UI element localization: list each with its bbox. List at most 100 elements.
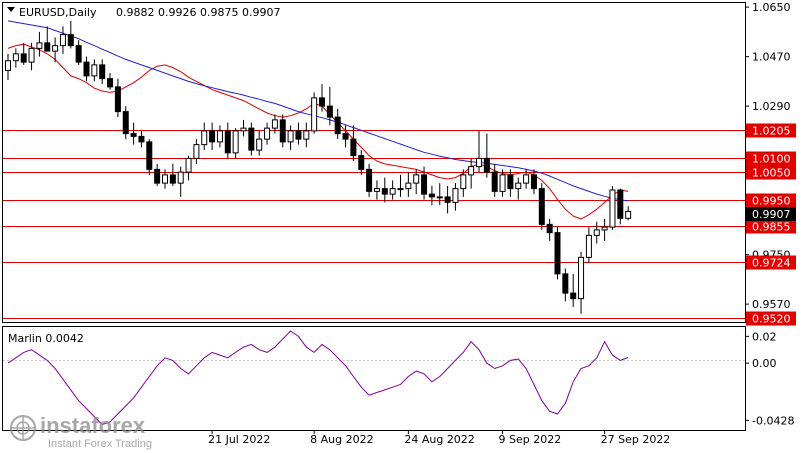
candle-body <box>201 130 208 146</box>
candle <box>342 125 349 148</box>
candle <box>146 139 153 175</box>
level-label-box <box>746 165 796 180</box>
candle <box>491 163 498 197</box>
candle <box>36 31 43 57</box>
candle-body <box>185 157 192 173</box>
candle-body <box>546 223 553 234</box>
candle-body <box>279 119 286 143</box>
candle-body <box>28 47 35 63</box>
candle <box>303 122 310 148</box>
candle-body <box>99 64 106 80</box>
candle-body <box>52 45 59 52</box>
candle-body <box>67 34 74 47</box>
level-label: 1.0050 <box>752 167 791 180</box>
time-tick-label: 8 Aug 2022 <box>310 433 373 446</box>
level-label-box <box>746 255 796 270</box>
candle <box>52 37 59 63</box>
candle-body <box>389 188 396 195</box>
candle <box>499 169 506 197</box>
candle-body <box>107 78 114 88</box>
level-label: 0.9855 <box>752 221 791 234</box>
indicator-label: Marlin 0.0042 <box>8 332 84 345</box>
candle-body <box>177 171 184 184</box>
candle <box>99 59 106 85</box>
level-label-box <box>746 219 796 234</box>
candle-body <box>5 60 11 71</box>
candle-body <box>523 174 530 184</box>
candle-body <box>75 45 82 63</box>
candle-body <box>570 292 577 300</box>
candle <box>44 26 51 52</box>
candle <box>389 180 396 200</box>
candle-body <box>12 53 19 62</box>
candle-body <box>91 64 98 77</box>
level-label-box <box>746 311 796 326</box>
candle-body <box>381 188 388 195</box>
candle <box>130 122 137 145</box>
candle-body <box>216 130 223 143</box>
candle-body <box>468 166 475 176</box>
candle <box>483 133 490 178</box>
last-price-label: 0.9907 <box>752 208 791 221</box>
candle-body <box>114 86 121 113</box>
candle <box>350 125 357 162</box>
candle <box>397 174 404 197</box>
candle <box>436 183 443 206</box>
candle <box>625 206 632 221</box>
candle-body <box>421 174 428 195</box>
candle-body <box>366 168 373 192</box>
candle <box>279 114 286 148</box>
time-tick-label: 21 Jul 2022 <box>208 433 270 446</box>
candle <box>114 78 121 118</box>
candle <box>570 273 577 307</box>
red-moving-average-line <box>7 43 629 220</box>
candle <box>248 122 255 156</box>
candle-body <box>295 130 302 140</box>
candle <box>507 169 514 197</box>
candle <box>609 186 616 230</box>
time-tick-label: 24 Aug 2022 <box>404 433 474 446</box>
candle <box>319 84 325 112</box>
candle-body <box>264 127 271 140</box>
candle <box>578 251 585 314</box>
candle-body <box>162 174 168 184</box>
candle-body <box>256 138 263 151</box>
marlin-indicator-line <box>7 330 629 426</box>
candle <box>232 128 239 159</box>
candle <box>311 92 318 134</box>
candle <box>162 169 168 189</box>
candle-body <box>122 111 129 135</box>
candle <box>193 139 200 164</box>
candle-body <box>515 182 522 190</box>
candle <box>601 218 608 241</box>
candle-body <box>428 193 435 198</box>
candle <box>546 218 553 241</box>
indicator-tick-label: 0.02 <box>752 330 777 343</box>
candle-body <box>373 188 380 192</box>
candle <box>366 163 373 197</box>
candle <box>59 26 66 54</box>
candle-body <box>405 182 412 190</box>
watermark-tagline: Instant Forex Trading <box>48 438 152 450</box>
candle <box>538 183 545 230</box>
candle-body <box>44 42 51 52</box>
candle-body <box>59 34 66 47</box>
candle <box>468 158 475 189</box>
candle-body <box>444 196 451 203</box>
candle-body <box>342 133 349 140</box>
ohlc-readout: 0.9882 0.9926 0.9875 0.9907 <box>116 6 280 19</box>
candle <box>5 53 11 80</box>
candle <box>562 268 569 302</box>
candle <box>428 185 435 206</box>
price-tick-label: 1.0290 <box>752 100 791 113</box>
candle <box>421 166 428 200</box>
instaforex-logo: instaforex Instant Forex Trading <box>10 413 152 450</box>
candle-body <box>20 53 27 63</box>
candle-body <box>413 174 420 184</box>
candle-body <box>130 133 137 137</box>
level-label-box <box>746 151 796 166</box>
dropdown-triangle-icon[interactable] <box>7 7 15 12</box>
candlestick-series <box>5 20 632 314</box>
candle <box>373 180 380 200</box>
